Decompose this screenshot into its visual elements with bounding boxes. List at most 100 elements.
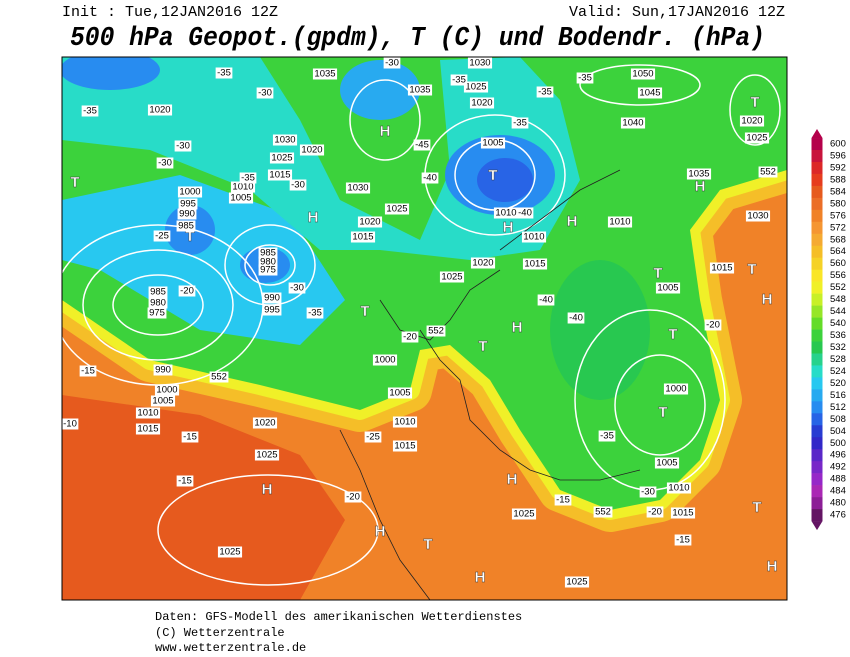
contour-label: -40: [569, 313, 583, 324]
contour-label: 1030: [747, 211, 768, 222]
colorbar-label: 484: [830, 486, 846, 497]
contour-label: 1010: [232, 182, 253, 193]
contour-label-box: [421, 172, 439, 184]
colorbar-swatch: [811, 413, 823, 426]
contour-label: 1000: [665, 384, 686, 395]
contour-label: 1010: [609, 217, 630, 228]
contour-label: 1040: [622, 118, 643, 129]
contour-label: 1000: [374, 355, 395, 366]
contour-label: 1020: [741, 116, 762, 127]
contour-label-box: [181, 431, 199, 443]
contour-label-box: [312, 68, 338, 80]
colorbar-label: 572: [830, 222, 846, 233]
contour-label-box: [413, 139, 431, 151]
contour-label: -30: [158, 158, 172, 169]
contour-label: 1035: [409, 85, 430, 96]
contour-label: 1025: [465, 82, 486, 93]
contour-label: -10: [63, 419, 77, 430]
contour-label: -20: [180, 286, 194, 297]
contour-label-box: [384, 203, 410, 215]
contour-label: -35: [578, 73, 592, 84]
contour-label-box: [463, 81, 489, 93]
colorbar-swatch: [811, 353, 823, 366]
contour-label-box: [607, 216, 633, 228]
colorbar: 6005965925885845805765725685645605565525…: [811, 129, 846, 531]
contour-label: -45: [415, 140, 429, 151]
contour-label: 1020: [149, 105, 170, 116]
contour-label-box: [709, 262, 735, 274]
pressure-center: T: [747, 261, 756, 278]
contour-label: 1015: [672, 508, 693, 519]
contour-label: 980: [260, 257, 276, 268]
pressure-center: T: [668, 326, 677, 343]
contour-label: -15: [676, 535, 690, 546]
contour-label-box: [350, 231, 376, 243]
colorbar-swatch: [811, 173, 823, 187]
colorbar-swatch: [811, 497, 823, 510]
contour-label: 1030: [469, 58, 490, 69]
contour-label: 1010: [495, 208, 516, 219]
contour-label: 980: [150, 298, 166, 309]
contour-label-box: [299, 144, 325, 156]
colorbar-label: 580: [830, 198, 846, 209]
colorbar-label: 576: [830, 210, 846, 221]
contour-label: -30: [290, 283, 304, 294]
colorbar-swatch: [811, 221, 823, 235]
colorbar-swatch: [811, 197, 823, 211]
colorbar-label: 488: [830, 474, 846, 485]
pressure-center: H: [308, 209, 319, 226]
contour-label: 985: [150, 287, 166, 298]
contour-label-box: [620, 117, 646, 129]
colorbar-swatch: [811, 401, 823, 414]
warm-region: [62, 395, 345, 600]
contour-label: -25: [155, 231, 169, 242]
contour-label: -40: [539, 295, 553, 306]
contour-label-box: [598, 430, 616, 442]
contour-label-box: [387, 387, 413, 399]
contour-label-box: [426, 325, 446, 337]
contour-label: -30: [385, 58, 399, 69]
colorbar-swatch: [811, 485, 823, 498]
contour-label-box: [467, 57, 493, 69]
contour-label: -15: [81, 366, 95, 377]
contour-label-box: [564, 576, 590, 588]
contour-label-box: [254, 449, 280, 461]
contour-label: 1005: [482, 138, 503, 149]
contour-label-box: [153, 364, 173, 376]
contour-label-box: [469, 97, 495, 109]
contour-label-box: [345, 182, 371, 194]
contour-label-box: [480, 137, 506, 149]
colorbar-label: 600: [830, 139, 846, 150]
contour-label: 1020: [301, 145, 322, 156]
colorbar-label: 516: [830, 390, 846, 401]
contour-label-box: [392, 440, 418, 452]
footer-line: (C) Wetterzentrale: [155, 626, 285, 640]
contour-label: 552: [595, 507, 611, 518]
contour-label: -20: [403, 332, 417, 343]
contour-label: 995: [264, 305, 280, 316]
colorbar-swatch: [811, 365, 823, 378]
contour-label-box: [156, 157, 174, 169]
contour-label: 1020: [254, 418, 275, 429]
contour-label-box: [150, 395, 176, 407]
contour-label-box: [262, 292, 282, 304]
contour-label-box: [217, 546, 243, 558]
colorbar-label: 584: [830, 186, 846, 197]
contour-label-box: [272, 134, 298, 146]
contour-label: 1005: [656, 458, 677, 469]
pressure-center: T: [70, 174, 79, 191]
colorbar-label: 592: [830, 162, 846, 173]
contour-label-box: [258, 256, 278, 268]
contour-label: 1050: [632, 69, 653, 80]
contour-label-box: [686, 168, 712, 180]
contour-label: 552: [428, 326, 444, 337]
contour-label: 975: [149, 308, 165, 319]
contour-label: 1010: [523, 232, 544, 243]
contour-label-box: [177, 208, 197, 220]
pressure-center: T: [750, 94, 759, 111]
contour-label: 1005: [230, 193, 251, 204]
colorbar-swatch: [811, 329, 823, 342]
colorbar-swatch: [811, 293, 823, 306]
contour-label: 1010: [394, 417, 415, 428]
colorbar-swatch: [811, 209, 823, 223]
